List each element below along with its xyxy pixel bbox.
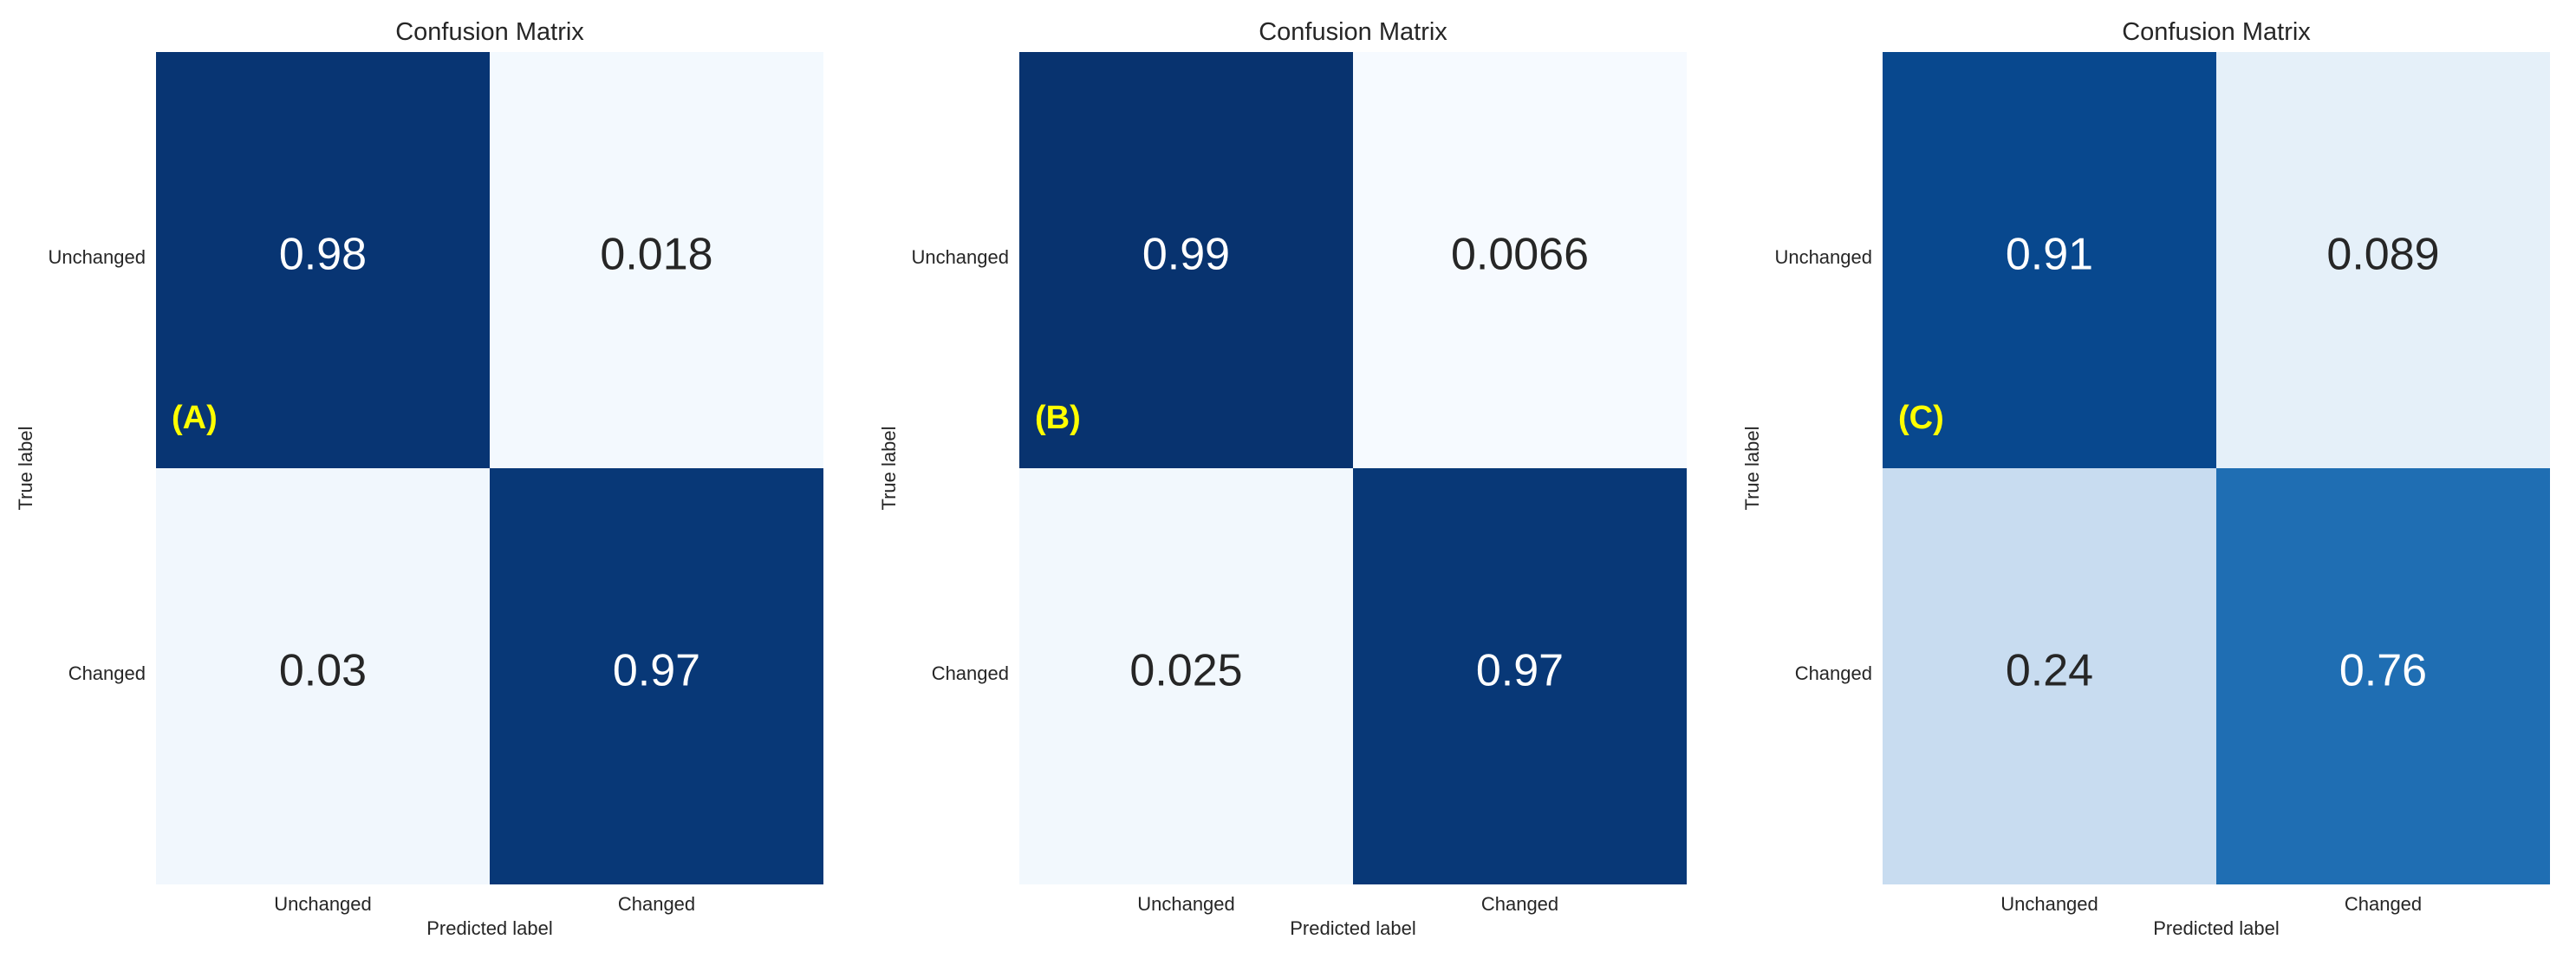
- cell-value-label: 0.0066: [1451, 230, 1589, 280]
- confusion-matrix-panel: Confusion Matrix 0.91 0.089 0.24 0.76 (C) Unch…: [1741, 18, 2550, 939]
- heatmap-cell: [2216, 468, 2550, 884]
- heatmap-cell: [1883, 468, 2216, 884]
- y-axis-label: True label: [1741, 426, 1763, 510]
- y-tick-label: Unchanged: [1774, 246, 1872, 268]
- x-tick-label: Changed: [2345, 893, 2422, 915]
- y-tick-label: Changed: [932, 662, 1009, 684]
- x-axis-label: Predicted label: [2153, 917, 2280, 939]
- x-axis-label: Predicted label: [1290, 917, 1416, 939]
- heatmap-cell: [490, 468, 823, 884]
- x-tick-label: Unchanged: [1137, 893, 1235, 915]
- cell-value-label: 0.98: [279, 230, 367, 280]
- cell-value-label: 0.91: [2006, 230, 2093, 280]
- x-tick-label: Unchanged: [2000, 893, 2098, 915]
- cell-value-label: 0.025: [1129, 646, 1242, 696]
- x-axis-label: Predicted label: [426, 917, 553, 939]
- heatmap-cell: [156, 468, 490, 884]
- cell-value-label: 0.99: [1142, 230, 1230, 280]
- chart-title: Confusion Matrix: [2122, 18, 2311, 46]
- heatmap-cell: [490, 52, 823, 468]
- cell-value-label: 0.76: [2339, 646, 2427, 696]
- panel-label: (C): [1898, 400, 1944, 436]
- heatmap-cell: [1353, 468, 1687, 884]
- confusion-matrix-panel: Confusion Matrix 0.99 0.0066 0.025 0.97 (B) Un…: [878, 18, 1687, 939]
- panel-label: (A): [172, 400, 218, 436]
- y-tick-label: Changed: [68, 662, 146, 684]
- heatmap-cell: [156, 52, 490, 468]
- y-tick-label: Changed: [1795, 662, 1872, 684]
- cell-value-label: 0.97: [1476, 646, 1564, 696]
- x-tick-label: Changed: [618, 893, 695, 915]
- cell-value-label: 0.03: [279, 646, 367, 696]
- cell-value-label: 0.089: [2326, 230, 2439, 280]
- confusion-matrix-panel: Confusion Matrix 0.98 0.018 0.03 0.97 (A) Unch…: [15, 18, 823, 939]
- chart-title: Confusion Matrix: [395, 18, 584, 46]
- heatmap-cell: [2216, 52, 2550, 468]
- y-axis-label: True label: [15, 426, 36, 510]
- y-axis-label: True label: [878, 426, 900, 510]
- chart-title: Confusion Matrix: [1259, 18, 1447, 46]
- heatmap-cell: [1353, 52, 1687, 468]
- y-tick-label: Unchanged: [911, 246, 1009, 268]
- heatmap-cell: [1883, 52, 2216, 468]
- heatmap-cell: [1019, 468, 1353, 884]
- x-tick-label: Changed: [1481, 893, 1558, 915]
- heatmap-cell: [1019, 52, 1353, 468]
- x-tick-label: Unchanged: [274, 893, 372, 915]
- cell-value-label: 0.018: [600, 230, 712, 280]
- cell-value-label: 0.97: [613, 646, 700, 696]
- panel-label: (B): [1035, 400, 1081, 436]
- y-tick-label: Unchanged: [48, 246, 146, 268]
- cell-value-label: 0.24: [2006, 646, 2093, 696]
